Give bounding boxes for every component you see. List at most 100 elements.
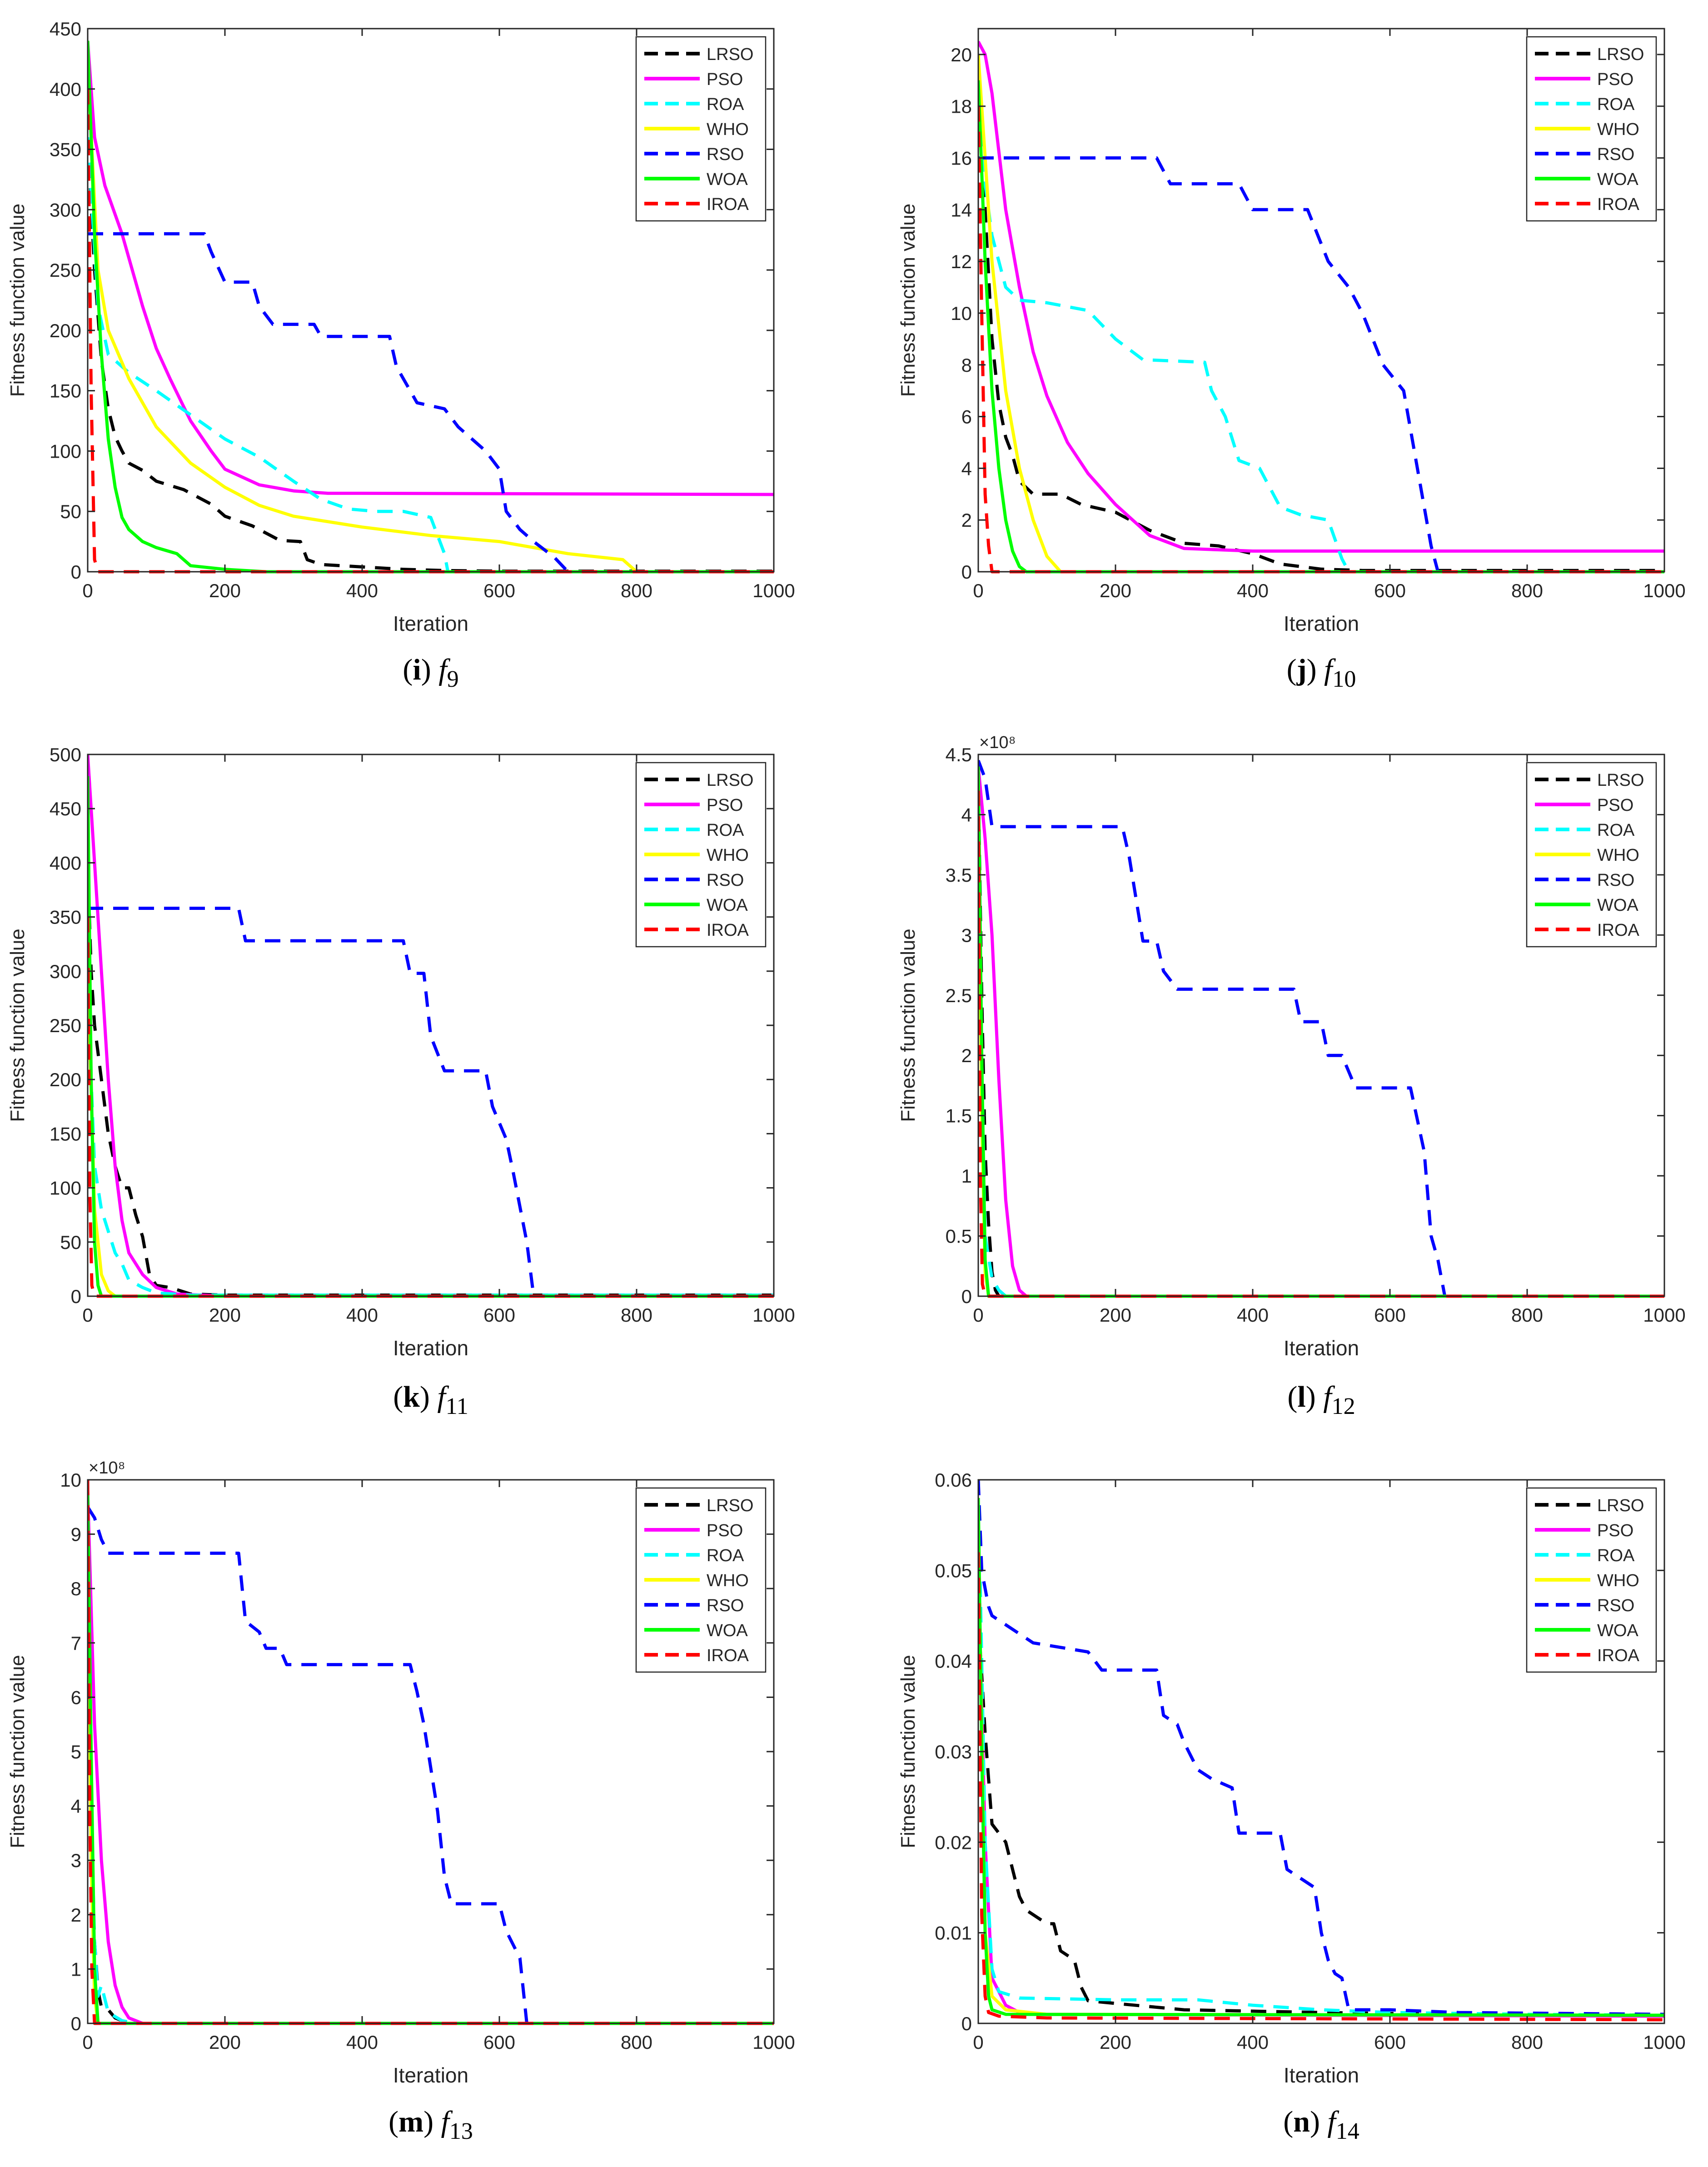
caption-open-paren: ( [403, 653, 413, 686]
y-tick-label: 100 [50, 1178, 81, 1199]
caption-close-paren: ) [423, 2105, 441, 2138]
y-tick-label: 2 [961, 1045, 972, 1066]
series-line-pso [88, 40, 774, 496]
y-tick-label: 0 [71, 2013, 81, 2034]
legend-label-roa: ROA [1597, 95, 1635, 114]
series-line-pso [978, 40, 1664, 553]
chart-panel-j: 0 200 400 600 800 1000 0 2 4 6 8 10 12 14 16 18 20 Iterat… [897, 28, 1686, 692]
x-axis-label: Iteration [1284, 1336, 1359, 1360]
y-axis-label: Fitness function value [897, 929, 919, 1122]
caption-subscript: 14 [1336, 2118, 1359, 2144]
y-tick-label: 16 [951, 148, 972, 169]
legend-label-who: WHO [1597, 1571, 1639, 1590]
x-tick-label: 400 [346, 1304, 378, 1326]
legend: LRSO PSO ROA WHO RSO WOA IROA [1526, 762, 1657, 948]
y-tick-label: 1 [961, 1165, 972, 1187]
legend-label-pso: PSO [707, 796, 743, 815]
legend-label-rso: RSO [1597, 1596, 1634, 1615]
y-tick-label: 250 [50, 260, 81, 281]
x-tick-label: 600 [1374, 580, 1406, 601]
x-tick-label: 200 [1100, 1304, 1131, 1326]
series-line-iroa [978, 1552, 1664, 2022]
x-tick-label: 400 [346, 2032, 378, 2053]
legend-label-roa: ROA [707, 1546, 744, 1565]
y-tick-label: 150 [50, 380, 81, 402]
chart-panel-l: 0 200 400 600 800 1000 0 0.5 1 1.5 2 2.5 3 3.5 4 4.5 ×10… [897, 733, 1686, 1419]
series-line-iroa [978, 790, 1664, 1298]
legend-label-who: WHO [707, 1571, 749, 1590]
y-tick-label: 8 [71, 1578, 81, 1599]
legend-label-lrso: LRSO [1597, 45, 1644, 64]
legend-label-roa: ROA [707, 821, 744, 840]
y-tick-label: 3 [961, 924, 972, 946]
y-tick-label: 100 [50, 440, 81, 462]
caption-letter: k [403, 1380, 420, 1413]
legend-label-woa: WOA [707, 896, 748, 915]
legend-label-who: WHO [1597, 120, 1639, 139]
x-tick-label: 600 [483, 1304, 515, 1326]
y-tick-label: 0.05 [935, 1560, 972, 1581]
series-line-lrso [88, 137, 774, 573]
x-tick-label: 200 [1100, 580, 1131, 601]
y-tick-label: 10 [60, 1469, 81, 1491]
panel-caption: (m) f13 [388, 2105, 473, 2144]
y-tick-label: 12 [951, 251, 972, 272]
y-tick-label: 50 [60, 1232, 81, 1253]
y-tick-label: 4 [961, 458, 972, 479]
y-tick-label: 2 [71, 1904, 81, 1926]
legend-label-iroa: IROA [1597, 195, 1640, 214]
y-tick-label: 500 [50, 744, 81, 765]
x-tick-label: 1000 [752, 580, 795, 601]
legend-label-roa: ROA [707, 95, 744, 114]
legend-label-roa: ROA [1597, 1546, 1635, 1565]
legend-label-who: WHO [707, 846, 749, 865]
caption-letter: j [1296, 653, 1307, 686]
legend-label-rso: RSO [707, 871, 744, 890]
series-line-pso [88, 1490, 774, 2025]
y-tick-label: 350 [50, 907, 81, 928]
caption-open-paren: ( [388, 2105, 398, 2138]
x-tick-label: 200 [1100, 2032, 1131, 2053]
chart-panel-m: 0 200 400 600 800 1000 0 1 2 3 4 5 6 7 8 9 10 ×10⁸ Iterati… [6, 1458, 795, 2144]
legend-label-woa: WOA [707, 1621, 748, 1640]
y-tick-label: 450 [50, 798, 81, 819]
x-axis-label: Iteration [393, 612, 468, 635]
caption-close-paren: ) [1306, 1380, 1323, 1413]
panel-caption: (j) f10 [1287, 653, 1356, 692]
y-axis-label: Fitness function value [6, 929, 29, 1122]
legend-label-pso: PSO [707, 70, 743, 89]
y-exponent-label: ×10⁸ [979, 733, 1016, 752]
x-tick-label: 400 [1237, 2032, 1269, 2053]
x-tick-label: 1000 [1643, 580, 1685, 601]
y-tick-label: 4 [71, 1796, 81, 1817]
caption-close-paren: ) [1310, 2105, 1327, 2138]
legend-label-pso: PSO [707, 1521, 743, 1540]
series-line-rso [978, 759, 1664, 1298]
caption-letter: i [413, 653, 421, 686]
series-group [88, 754, 774, 1298]
series-line-lrso [978, 54, 1664, 572]
y-tick-label: 200 [50, 320, 81, 341]
y-tick-label: 0.04 [935, 1651, 972, 1672]
caption-close-paren: ) [421, 653, 438, 686]
x-tick-label: 400 [1237, 1304, 1269, 1326]
series-line-who [978, 54, 1664, 574]
legend: LRSO PSO ROA WHO RSO WOA IROA [1526, 36, 1657, 222]
legend: LRSO PSO ROA WHO RSO WOA IROA [635, 762, 767, 948]
panel-caption: (k) f11 [393, 1380, 468, 1419]
series-line-woa [88, 40, 774, 574]
caption-letter: l [1297, 1380, 1305, 1413]
x-tick-label: 600 [483, 580, 515, 601]
legend-label-woa: WOA [1597, 896, 1638, 915]
y-axis-label: Fitness function value [897, 1655, 919, 1848]
legend-label-iroa: IROA [1597, 1646, 1640, 1665]
legend: LRSO PSO ROA WHO RSO WOA IROA [635, 36, 767, 222]
series-line-lrso [88, 863, 774, 1297]
x-tick-label: 400 [1237, 580, 1269, 601]
x-tick-label: 800 [621, 580, 652, 601]
x-tick-label: 1000 [1643, 2032, 1685, 2053]
y-exponent-label: ×10⁸ [89, 1458, 125, 1478]
legend-label-iroa: IROA [1597, 921, 1640, 940]
y-tick-label: 0 [71, 1286, 81, 1307]
